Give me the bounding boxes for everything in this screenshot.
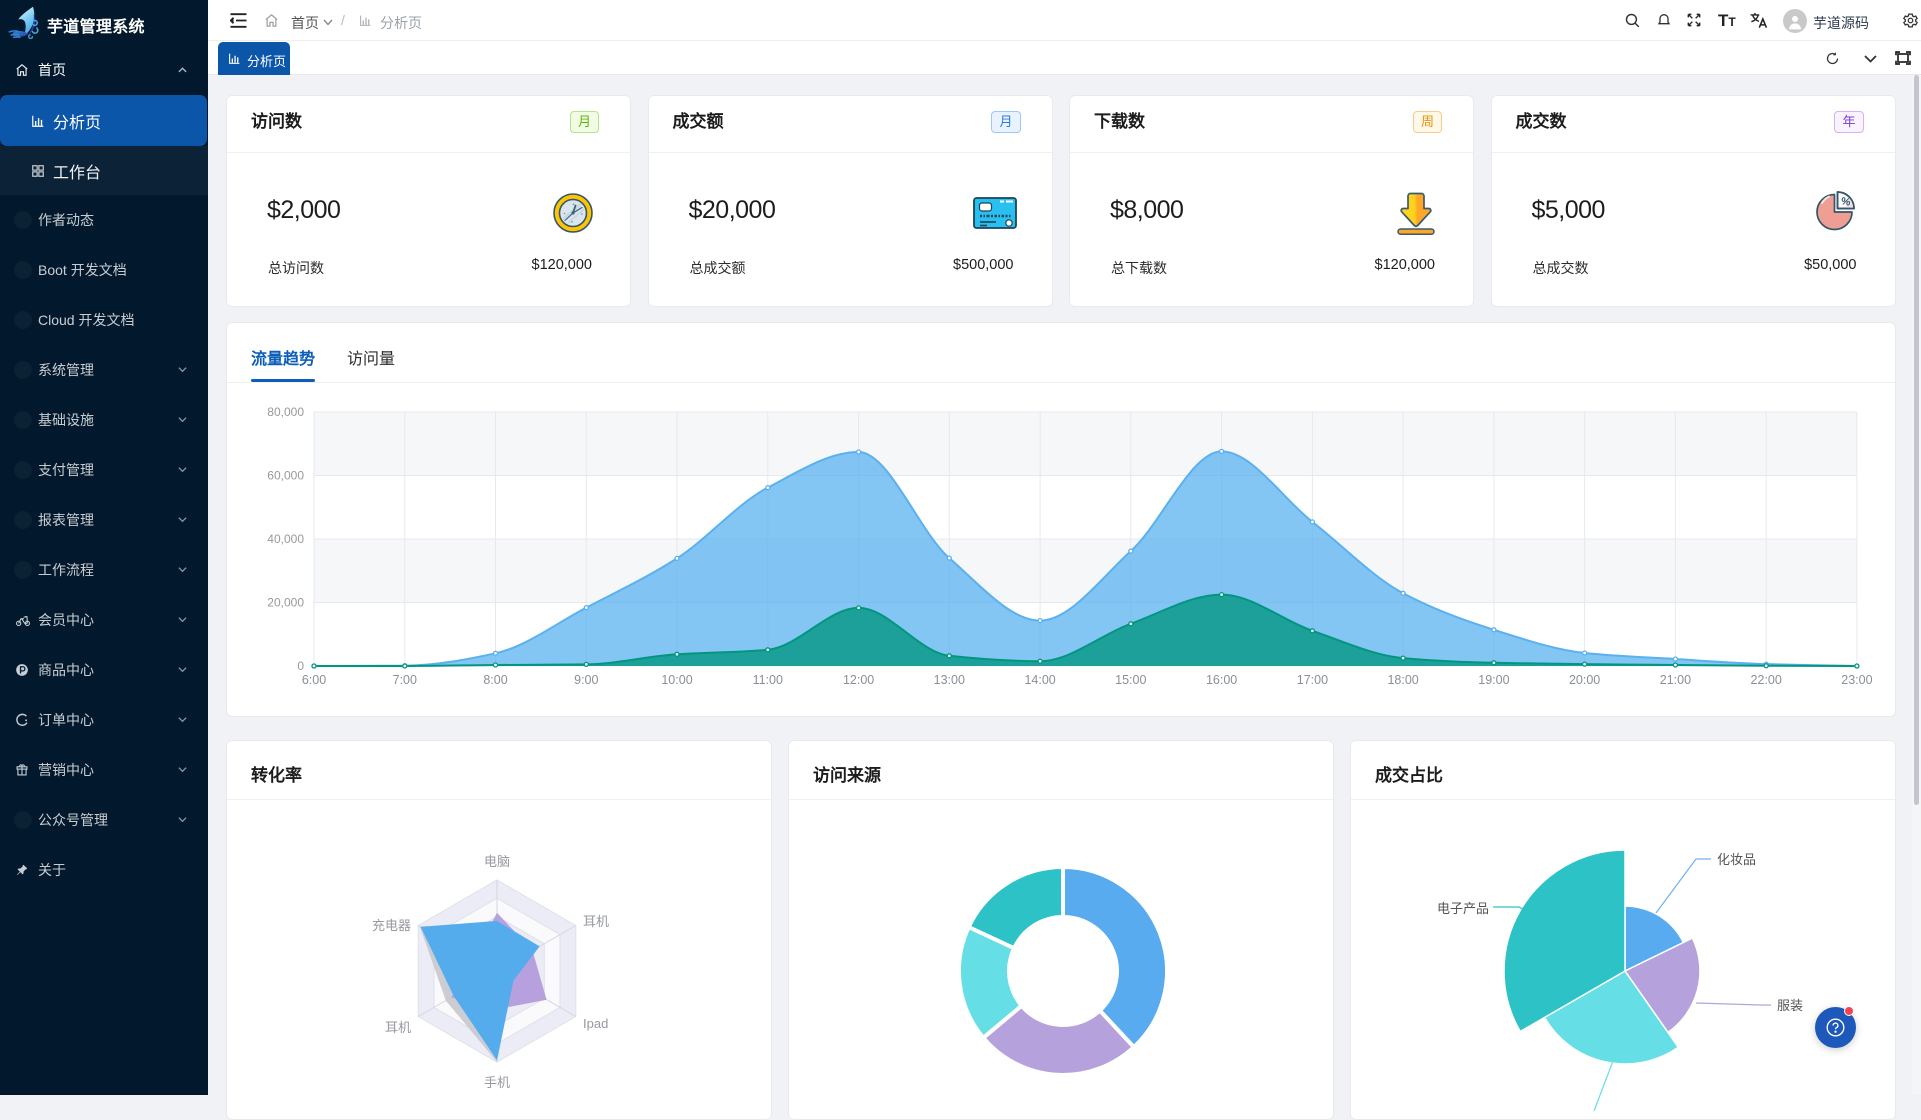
svg-text:化妆品: 化妆品 bbox=[1717, 852, 1756, 867]
svg-text:21:00: 21:00 bbox=[1660, 673, 1691, 687]
svg-text:16:00: 16:00 bbox=[1206, 673, 1237, 687]
svg-text:12:00: 12:00 bbox=[843, 673, 874, 687]
svg-text:20:00: 20:00 bbox=[1569, 673, 1600, 687]
svg-text:9:00: 9:00 bbox=[574, 673, 598, 687]
svg-text:23:00: 23:00 bbox=[1841, 673, 1872, 687]
svg-text:20,000: 20,000 bbox=[267, 596, 304, 610]
svg-text:6:00: 6:00 bbox=[302, 673, 326, 687]
svg-text:18:00: 18:00 bbox=[1387, 673, 1418, 687]
svg-text:10:00: 10:00 bbox=[661, 673, 692, 687]
svg-text:14:00: 14:00 bbox=[1024, 673, 1055, 687]
svg-text:手机: 手机 bbox=[484, 1075, 510, 1090]
svg-text:40,000: 40,000 bbox=[267, 532, 304, 546]
svg-text:15:00: 15:00 bbox=[1115, 673, 1146, 687]
svg-text:60,000: 60,000 bbox=[267, 469, 304, 483]
svg-text:耳机: 耳机 bbox=[583, 914, 609, 929]
svg-text:17:00: 17:00 bbox=[1297, 673, 1328, 687]
svg-text:Ipad: Ipad bbox=[583, 1016, 608, 1031]
svg-text:11:00: 11:00 bbox=[753, 673, 783, 687]
svg-text:耳机: 耳机 bbox=[385, 1020, 411, 1035]
svg-text:0: 0 bbox=[297, 659, 304, 673]
svg-text:7:00: 7:00 bbox=[393, 673, 417, 687]
svg-text:电子产品: 电子产品 bbox=[1437, 901, 1489, 916]
svg-text:电脑: 电脑 bbox=[484, 854, 510, 869]
svg-text:充电器: 充电器 bbox=[372, 918, 411, 933]
svg-text:%: % bbox=[1840, 195, 1852, 209]
svg-text:13:00: 13:00 bbox=[934, 673, 965, 687]
svg-text:19:00: 19:00 bbox=[1478, 673, 1509, 687]
svg-text:服装: 服装 bbox=[1777, 998, 1803, 1013]
svg-text:22:00: 22:00 bbox=[1751, 673, 1782, 687]
svg-text:80,000: 80,000 bbox=[267, 405, 304, 419]
svg-text:8:00: 8:00 bbox=[483, 673, 507, 687]
